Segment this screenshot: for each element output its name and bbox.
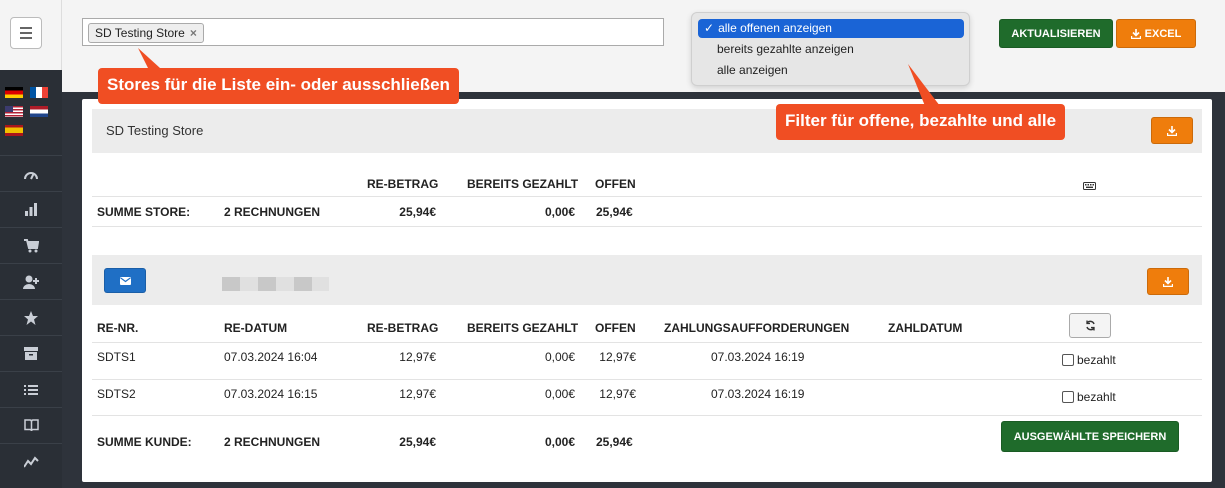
reload-button[interactable] [1069,313,1111,338]
customer-summary-count: 2 RECHNUNGEN [224,435,321,449]
bezahlt-label: bezahlt [1077,390,1116,404]
add-user-icon[interactable] [0,263,62,299]
download-icon [1167,125,1177,136]
envelope-icon [119,276,131,285]
row1-bezahlt-checkbox[interactable]: bezahlt [1062,353,1116,367]
excel-button-label: EXCEL [1144,27,1182,40]
store-summary-count: 2 RECHNUNGEN [224,205,321,219]
refresh-button[interactable]: AKTUALISIEREN [999,19,1113,48]
header-zahlungsaufforderungen: ZAHLUNGSAUFFORDERUNGEN [664,321,850,335]
store-summary-label: SUMME STORE: [97,205,191,219]
store-summary-offen: 25,94€ [596,205,633,219]
row1-aufforderung: 07.03.2024 16:19 [711,350,805,364]
german-flag-icon[interactable] [5,87,23,98]
store-summary-gezahlt: 0,00€ [544,205,575,219]
us-flag-icon[interactable] [5,106,23,117]
customer-summary-offen: 25,94€ [596,435,633,449]
callout-filter: Filter für offene, bezahlte und alle [776,104,1066,140]
top-bar: SD Testing Store × ✓ alle offenen anzeigen… [62,0,1225,92]
excel-button[interactable]: EXCEL [1116,19,1196,48]
store-summary-re-betrag: 25,94€ [399,205,436,219]
header-re-betrag: RE-BETRAG [367,177,439,191]
row2-offen: 12,97€ [599,387,636,401]
sidebar [0,0,62,488]
keyboard-icon [1083,179,1096,193]
dutch-flag-icon[interactable] [30,106,48,117]
header-bereits-gezahlt: BEREITS GEZAHLT [467,321,579,335]
customer-summary-gezahlt: 0,00€ [544,435,575,449]
store-chip-label: SD Testing Store [95,26,185,40]
sidebar-nav [0,155,62,479]
divider [92,415,1202,416]
customer-panel-header [92,255,1202,305]
row1-offen: 12,97€ [599,350,636,364]
chip-remove-icon[interactable]: × [189,26,197,40]
divider [92,342,1202,343]
checkbox-box[interactable] [1062,354,1074,366]
row2-re-nr: SDTS2 [97,387,136,401]
row1-gezahlt: 0,00€ [544,350,575,364]
shopping-cart-icon[interactable] [0,227,62,263]
refresh-arrows-icon [1085,320,1095,331]
header-zahldatum: ZAHLDATUM [888,321,963,335]
header-re-nr: RE-NR. [97,321,139,335]
header-offen: OFFEN [595,321,636,335]
store-multiselect[interactable]: SD Testing Store × [82,18,664,46]
download-icon [1163,276,1173,287]
row1-re-nr: SDTS1 [97,350,136,364]
row1-re-datum: 07.03.2024 16:04 [224,350,318,364]
filter-option-paid[interactable]: bereits gezahlte anzeigen [717,42,854,56]
callout-stores: Stores für die Liste ein- oder ausschlie… [98,68,459,104]
bezahlt-label: bezahlt [1077,353,1116,367]
hamburger-menu-icon[interactable] [10,17,42,49]
dashboard-gauge-icon[interactable] [0,155,62,191]
save-selected-button[interactable]: AUSGEWÄHLTE SPEICHERN [1001,421,1179,452]
divider [92,196,1202,197]
divider [92,379,1202,380]
filter-option-open[interactable]: ✓ alle offenen anzeigen [698,19,964,38]
row2-re-betrag: 12,97€ [399,387,436,401]
row2-gezahlt: 0,00€ [544,387,575,401]
filter-option-all[interactable]: alle anzeigen [717,63,788,77]
divider [92,226,1202,227]
row2-re-datum: 07.03.2024 16:15 [224,387,318,401]
row2-bezahlt-checkbox[interactable]: bezahlt [1062,390,1116,404]
store-panel-title: SD Testing Store [106,123,204,138]
header-bereits-gezahlt: BEREITS GEZAHLT [467,177,579,191]
store-chip: SD Testing Store × [88,23,204,43]
header-re-datum: RE-DATUM [224,321,288,335]
header-offen: OFFEN [595,177,636,191]
spanish-flag-icon[interactable] [5,125,23,136]
customer-download-button[interactable] [1147,268,1189,295]
checkbox-box[interactable] [1062,391,1074,403]
book-icon[interactable] [0,407,62,443]
store-download-button[interactable] [1151,117,1193,144]
star-icon[interactable] [0,299,62,335]
row2-aufforderung: 07.03.2024 16:19 [711,387,805,401]
french-flag-icon[interactable] [30,87,48,98]
header-re-betrag: RE-BETRAG [367,321,439,335]
customer-summary-re-betrag: 25,94€ [399,435,436,449]
sidebar-header [0,0,62,70]
archive-box-icon[interactable] [0,335,62,371]
row1-re-betrag: 12,97€ [399,350,436,364]
customer-name-blurred [222,277,329,291]
list-icon[interactable] [0,371,62,407]
bar-chart-icon[interactable] [0,191,62,227]
download-icon [1130,28,1141,39]
email-button[interactable] [104,268,146,293]
main-content: SD Testing Store RE-BETRAG BEREITS GEZAH… [82,99,1212,482]
filter-dropdown[interactable]: ✓ alle offenen anzeigen bereits gezahlte … [691,12,970,86]
trend-line-icon[interactable] [0,443,62,479]
customer-summary-label: SUMME KUNDE: [97,435,192,449]
filter-option-open-label: alle offenen anzeigen [718,21,832,35]
checkmark-icon: ✓ [704,21,715,35]
